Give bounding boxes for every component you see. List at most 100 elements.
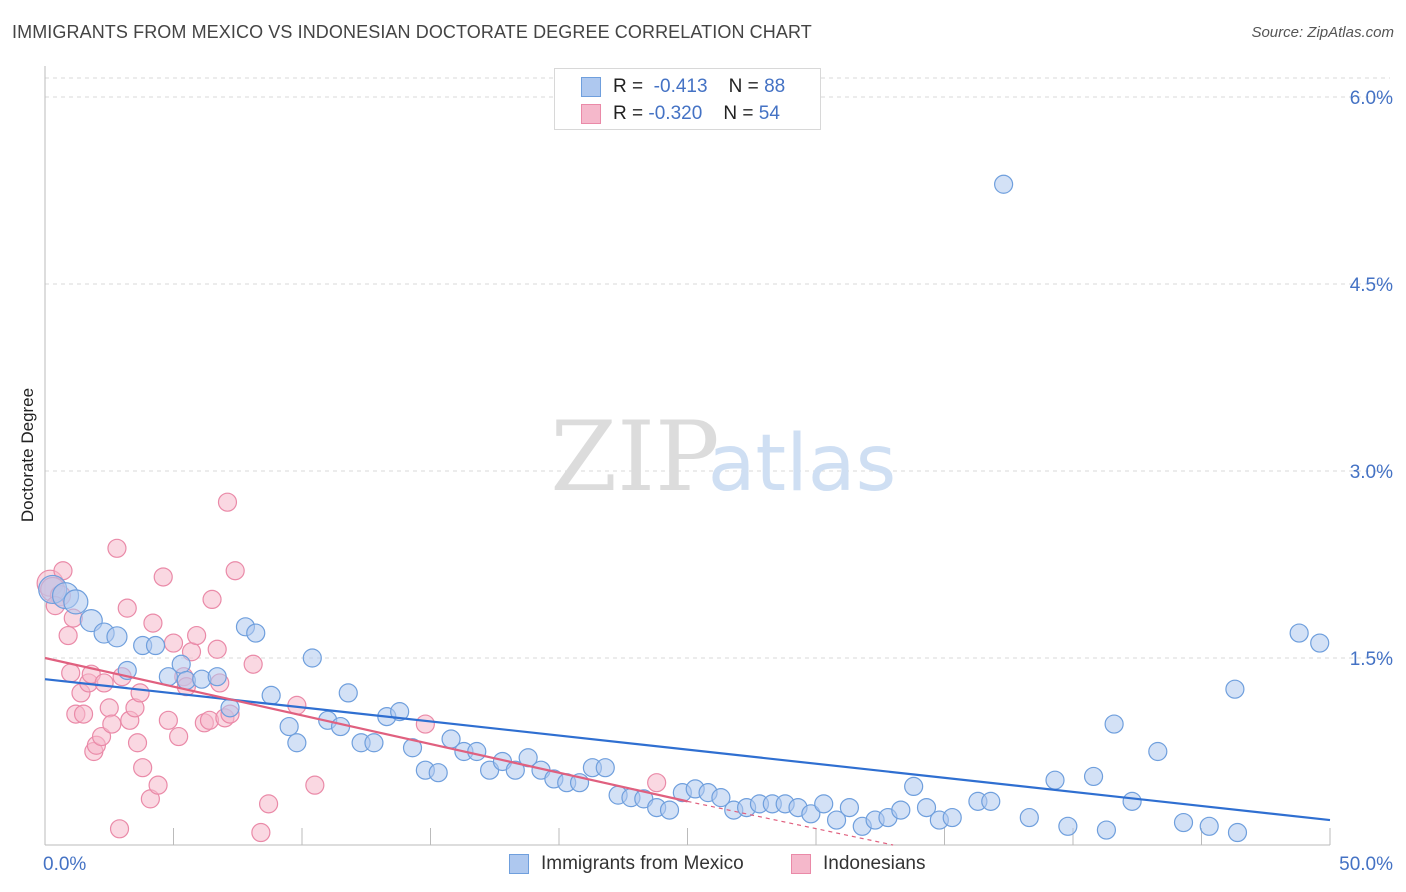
indonesians-point: [169, 726, 189, 747]
mexico-point: [1173, 812, 1194, 833]
indonesians-point: [225, 561, 245, 581]
mexico-point: [467, 741, 487, 762]
legend-n-label: N =: [723, 103, 754, 124]
mexico-point: [942, 807, 962, 828]
mexico-point: [171, 654, 191, 674]
mexico-point: [1148, 741, 1168, 762]
mexico-point: [428, 763, 448, 783]
mexico-point: [1199, 816, 1219, 836]
indonesians-point: [305, 775, 325, 795]
mexico-point: [916, 797, 937, 818]
indonesians-point: [61, 663, 81, 683]
mexico-point: [1227, 822, 1248, 843]
indonesians-point: [202, 589, 222, 610]
indonesians-point: [102, 714, 122, 734]
mexico-point: [402, 738, 423, 758]
mexico-point: [711, 788, 731, 808]
legend-n-value: 88: [764, 76, 786, 97]
indonesians-point: [187, 625, 207, 646]
indonesians-trend-line: [44, 656, 688, 803]
mexico-point: [261, 685, 281, 706]
indonesians-point: [58, 625, 78, 646]
indonesians-point: [130, 683, 150, 703]
indonesians-trend-extension: [687, 800, 894, 846]
indonesians-point: [251, 822, 271, 843]
mexico-point: [981, 791, 1001, 811]
indonesians-point: [243, 654, 263, 674]
mexico-point: [1104, 714, 1124, 734]
bottom-legend-label-mexico: Immigrants from Mexico: [541, 853, 744, 874]
y-tick-label: 4.5%: [1350, 275, 1393, 296]
gridlines: [45, 77, 1390, 659]
correlation-legend: R = -0.413 N = 88 R = -0.320 N = 54: [554, 68, 821, 130]
legend-r-value: -0.413: [653, 76, 708, 97]
bottom-legend-swatch-indonesians: [791, 854, 811, 874]
mexico-point: [279, 716, 299, 737]
mexico-point: [364, 733, 384, 753]
indonesians-point: [94, 673, 114, 693]
mexico-point: [659, 800, 680, 820]
indonesians-point: [217, 492, 238, 512]
mexico-point: [1083, 766, 1104, 787]
legend-n-value: 54: [758, 103, 780, 124]
indonesians-point: [133, 758, 153, 778]
mexico-point: [595, 758, 615, 778]
indonesians-point: [107, 538, 127, 558]
indonesians-point: [109, 819, 130, 839]
indonesians-point: [207, 639, 227, 659]
legend-row-indonesians: R = -0.320 N = 54: [581, 102, 780, 126]
legend-n-label: N =: [728, 76, 759, 97]
mexico-point: [246, 623, 266, 643]
legend-swatch-indonesians: [581, 104, 601, 124]
mexico-point: [1019, 807, 1039, 828]
indonesians-point: [647, 773, 667, 793]
mexico-point: [1045, 770, 1065, 790]
mexico-point: [839, 797, 860, 818]
indonesians-point: [99, 698, 119, 718]
mexico-point: [904, 776, 924, 797]
mexico-point: [801, 804, 821, 824]
x-tick-label: 50.0%: [1339, 854, 1393, 875]
indonesians-point: [73, 704, 94, 724]
axes: [44, 66, 1331, 846]
watermark-zip: ZIP: [550, 401, 719, 513]
indonesians-point: [143, 613, 163, 633]
mexico-point: [63, 589, 89, 615]
indonesians-point: [127, 733, 148, 753]
mexico-point: [207, 667, 227, 687]
y-tick-label: 3.0%: [1350, 462, 1393, 483]
legend-r-label: R =: [613, 103, 644, 124]
tick-labels: 1.5% 3.0% 4.5% 6.0% 0.0% 50.0%: [43, 88, 1393, 875]
mexico-points: [38, 174, 1330, 843]
trend-lines: [44, 656, 1331, 846]
bottom-legend-indonesians: Indonesians: [791, 851, 925, 877]
indonesians-point: [91, 726, 112, 747]
mexico-point: [302, 648, 322, 668]
x-tick-label: 0.0%: [43, 854, 86, 875]
mexico-point: [891, 800, 911, 820]
mexico-point: [106, 626, 128, 648]
indonesians-point: [158, 710, 178, 730]
mexico-point: [1096, 820, 1117, 840]
bottom-legend-mexico: Immigrants from Mexico: [509, 851, 744, 877]
mexico-point: [338, 683, 358, 703]
legend-row-mexico: R = -0.413 N = 88: [581, 75, 785, 99]
mexico-trend-line: [44, 678, 1331, 822]
watermark-atlas: atlas: [708, 419, 897, 509]
mexico-point: [1058, 816, 1078, 836]
indonesians-point: [415, 714, 435, 734]
mexico-point: [505, 760, 525, 780]
mexico-point: [1289, 623, 1309, 643]
indonesians-point: [148, 775, 168, 795]
legend-r-value: -0.320: [648, 103, 703, 124]
legend-r-label: R =: [613, 76, 644, 97]
indonesians-point: [258, 794, 279, 814]
y-tick-label: 1.5%: [1350, 649, 1393, 670]
mexico-point: [994, 174, 1014, 194]
mexico-point: [1225, 679, 1245, 699]
mexico-point: [390, 702, 410, 722]
source-label: Source: ZipAtlas.com: [1251, 24, 1394, 41]
indonesians-point: [153, 567, 173, 587]
indonesians-point: [163, 633, 184, 653]
